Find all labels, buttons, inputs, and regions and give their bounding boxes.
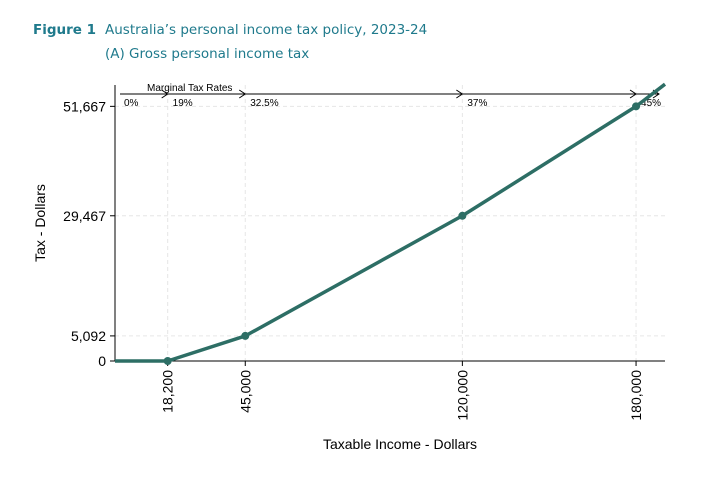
x-tick-label: 120,000 — [454, 370, 470, 421]
marginal-rate-arrow — [238, 89, 247, 99]
y-tick-label: 5,092 — [71, 328, 106, 344]
marginal-rate-label: 45% — [641, 98, 661, 109]
y-tick-label: 0 — [98, 353, 106, 369]
marginal-rate-arrow — [629, 89, 637, 99]
marginal-rate-title: Marginal Tax Rates — [147, 83, 232, 94]
marginal-rate-label: 19% — [173, 98, 193, 109]
y-tick-label: 29,467 — [63, 208, 106, 224]
marginal-rate-label: 0% — [124, 98, 139, 109]
marginal-rate-label: 37% — [467, 98, 487, 109]
y-axis-title: Tax - Dollars — [32, 184, 48, 262]
x-tick-label: 180,000 — [628, 370, 644, 421]
figure-title: Australia’s personal income tax policy, … — [105, 22, 428, 38]
data-point — [163, 357, 172, 365]
x-tick-label: 45,000 — [237, 370, 253, 413]
x-tick-label: 18,200 — [160, 370, 176, 413]
data-point — [458, 211, 467, 220]
x-axis-title: Taxable Income - Dollars — [323, 436, 477, 452]
figure-label: Figure 1 — [33, 22, 97, 38]
data-point — [241, 331, 250, 340]
data-point — [632, 102, 641, 111]
marginal-rate-arrow — [456, 89, 464, 99]
tax-series-line — [115, 82, 667, 363]
figure-subtitle: (A) Gross personal income tax — [105, 46, 310, 62]
marginal-rate-label: 32.5% — [250, 98, 278, 109]
marginal-rate-arrow — [161, 89, 169, 99]
y-tick-label: 51,667 — [63, 98, 106, 114]
